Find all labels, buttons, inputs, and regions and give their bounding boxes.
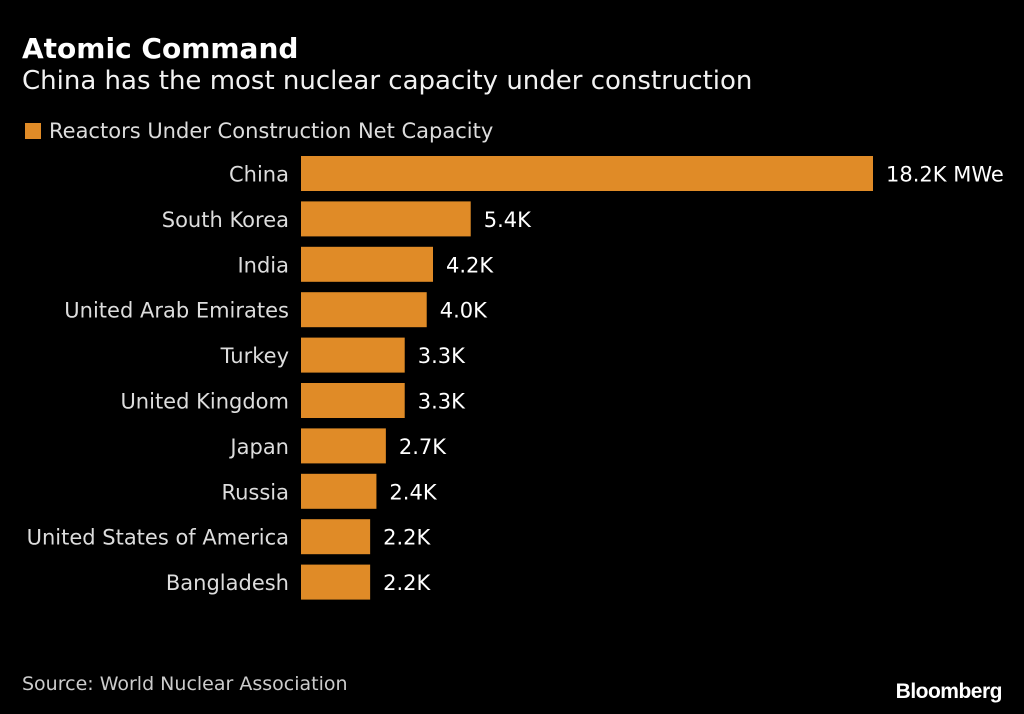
data-label: 3.3K bbox=[418, 344, 466, 368]
data-label: 3.3K bbox=[418, 390, 466, 414]
category-label: South Korea bbox=[162, 208, 289, 232]
category-label: Russia bbox=[221, 480, 289, 504]
data-label: 4.0K bbox=[440, 299, 488, 323]
bar bbox=[301, 383, 405, 418]
bar bbox=[301, 292, 427, 328]
bar bbox=[301, 564, 371, 600]
bar bbox=[301, 519, 371, 555]
category-label: United Arab Emirates bbox=[64, 299, 289, 323]
source-note: Source: World Nuclear Association bbox=[22, 673, 348, 695]
bar bbox=[301, 473, 377, 509]
bar bbox=[301, 201, 471, 237]
chart-subtitle: China has the most nuclear capacity unde… bbox=[22, 66, 753, 96]
category-label: China bbox=[229, 163, 289, 187]
category-label: Turkey bbox=[220, 344, 289, 368]
category-label: India bbox=[237, 253, 289, 277]
chart-title: Atomic Command bbox=[22, 32, 299, 65]
data-label: 2.2K bbox=[383, 571, 431, 595]
category-label: United Kingdom bbox=[120, 390, 289, 414]
data-label: 4.2K bbox=[446, 253, 494, 277]
category-label: United States of America bbox=[27, 526, 289, 550]
bloomberg-logo: Bloomberg bbox=[895, 680, 1003, 703]
legend-label: Reactors Under Construction Net Capacity bbox=[49, 119, 494, 143]
legend-swatch bbox=[25, 123, 41, 139]
data-label: 18.2K MWe bbox=[886, 163, 1004, 187]
bar bbox=[301, 156, 873, 191]
data-label: 2.7K bbox=[399, 435, 447, 459]
category-label: Japan bbox=[228, 435, 289, 459]
category-label: Bangladesh bbox=[166, 571, 289, 595]
bar bbox=[301, 337, 405, 373]
data-label: 2.4K bbox=[389, 480, 437, 504]
data-label: 2.2K bbox=[383, 526, 431, 550]
legend: Reactors Under Construction Net Capacity bbox=[25, 119, 493, 143]
bar bbox=[301, 246, 433, 282]
bar bbox=[301, 428, 386, 464]
data-label: 5.4K bbox=[484, 208, 532, 232]
